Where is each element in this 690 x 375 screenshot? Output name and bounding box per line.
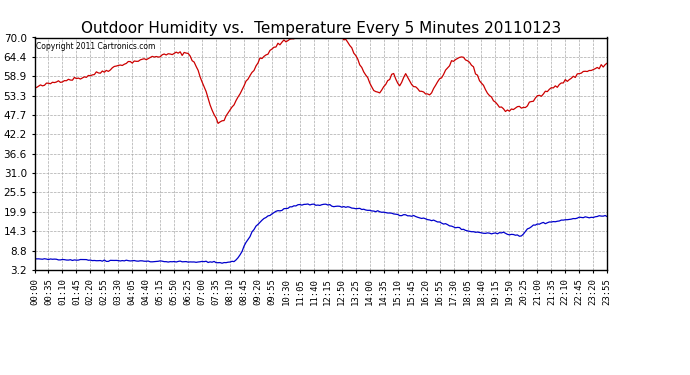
Title: Outdoor Humidity vs.  Temperature Every 5 Minutes 20110123: Outdoor Humidity vs. Temperature Every 5…	[81, 21, 561, 36]
Text: Copyright 2011 Cartronics.com: Copyright 2011 Cartronics.com	[36, 42, 155, 51]
